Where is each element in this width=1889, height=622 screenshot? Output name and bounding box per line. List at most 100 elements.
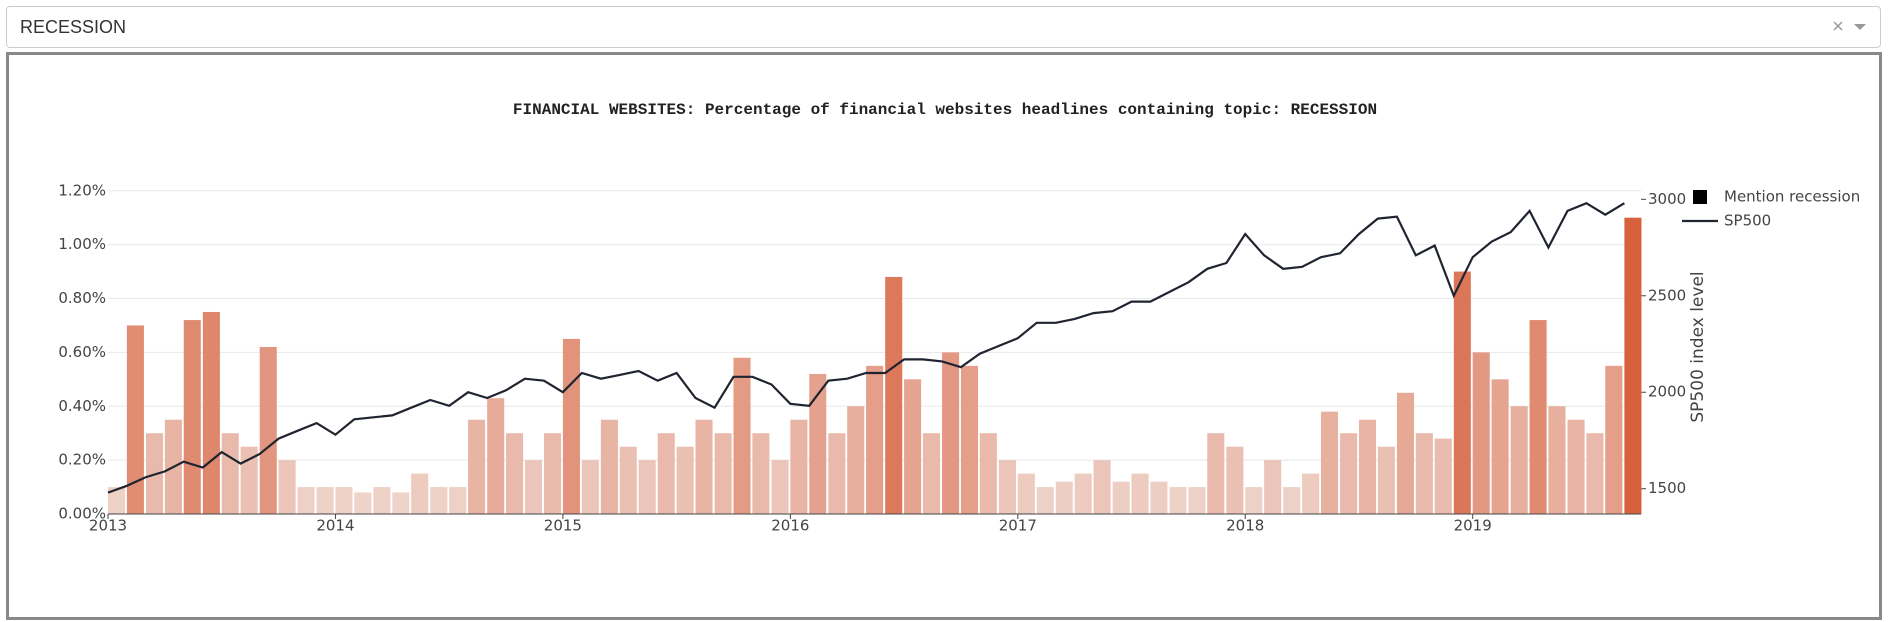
- bar: [524, 460, 542, 514]
- bar: [1491, 379, 1509, 514]
- bar: [373, 487, 391, 514]
- bar: [183, 320, 201, 514]
- bar: [1548, 406, 1566, 514]
- chart-title: FINANCIAL WEBSITES: Percentage of financ…: [513, 101, 1377, 119]
- bar: [562, 338, 580, 514]
- bar: [1188, 487, 1206, 514]
- bar: [695, 419, 713, 514]
- y-tick-label: 0.20%: [58, 451, 106, 469]
- bar: [544, 433, 562, 514]
- bar: [752, 433, 770, 514]
- legend-label: SP500: [1724, 212, 1771, 230]
- bar: [392, 492, 410, 514]
- bar: [1093, 460, 1111, 514]
- bar: [1302, 473, 1320, 514]
- bar: [1529, 320, 1547, 514]
- bar: [1150, 481, 1168, 514]
- bar: [1396, 392, 1415, 514]
- bar: [1340, 433, 1358, 514]
- bar: [1453, 271, 1471, 514]
- bar: [1036, 487, 1054, 514]
- bar: [828, 433, 846, 514]
- bar: [960, 365, 978, 514]
- y2-axis-title: SP500 index level: [1688, 271, 1708, 422]
- dropdown-icons[interactable]: [1832, 18, 1872, 38]
- bar: [1605, 365, 1623, 514]
- bar: [316, 487, 334, 514]
- bar: [998, 460, 1016, 514]
- legend-swatch: [1693, 190, 1707, 204]
- bar: [335, 487, 353, 514]
- bar: [202, 311, 220, 514]
- bar: [1207, 433, 1225, 514]
- bar: [487, 398, 505, 514]
- bar: [922, 433, 941, 514]
- bar: [733, 357, 751, 514]
- bar: [600, 419, 618, 514]
- y2-tick-label: 2500: [1648, 286, 1686, 304]
- bar: [411, 473, 429, 514]
- bar: [1169, 487, 1187, 514]
- bar: [581, 460, 599, 514]
- bar: [1055, 481, 1073, 514]
- bar: [278, 460, 296, 514]
- y-tick-label: 0.00%: [58, 505, 106, 523]
- bar: [126, 325, 144, 514]
- bar: [1624, 217, 1642, 515]
- y-tick-label: 1.00%: [58, 235, 106, 253]
- y-tick-label: 1.20%: [58, 181, 106, 199]
- bar: [885, 276, 903, 514]
- bar: [1017, 473, 1035, 514]
- bar: [1358, 419, 1377, 514]
- bar: [979, 433, 997, 514]
- bar: [354, 492, 372, 514]
- y2-tick-label: 3000: [1648, 190, 1686, 208]
- bar: [108, 487, 126, 514]
- bar: [1434, 438, 1452, 514]
- bar: [1320, 411, 1339, 514]
- bar: [1131, 473, 1149, 514]
- bar: [1283, 487, 1301, 514]
- x-tick-label: 2017: [999, 517, 1037, 535]
- bar: [1226, 446, 1244, 514]
- sp500-line: [107, 201, 1625, 494]
- y-tick-label: 0.60%: [58, 343, 106, 361]
- bar: [1415, 433, 1433, 514]
- chart-container: [6, 52, 1882, 620]
- bar: [259, 347, 277, 514]
- bar: [866, 365, 884, 514]
- y-tick-label: 0.80%: [58, 289, 106, 307]
- legend-label: Mention recession: [1724, 188, 1860, 206]
- bar: [847, 406, 865, 514]
- x-tick-label: 2018: [1226, 517, 1264, 535]
- bar: [240, 446, 258, 514]
- bar: [771, 460, 789, 514]
- bar: [1510, 406, 1528, 514]
- bar: [1472, 352, 1490, 514]
- bar: [638, 460, 656, 514]
- bar: [1074, 473, 1092, 514]
- bar: [619, 446, 637, 514]
- bar: [809, 373, 827, 514]
- bar: [1567, 419, 1585, 514]
- bar: [1377, 446, 1395, 514]
- bar: [790, 419, 808, 514]
- x-tick-label: 2016: [771, 517, 809, 535]
- bar: [1264, 460, 1282, 514]
- bar: [1112, 481, 1130, 514]
- bar: [449, 487, 467, 514]
- y2-tick-label: 1500: [1648, 479, 1686, 497]
- topic-dropdown[interactable]: RECESSION: [6, 6, 1881, 48]
- bar: [676, 446, 694, 514]
- x-tick-label: 2015: [544, 517, 582, 535]
- bar: [297, 487, 315, 514]
- bar: [1245, 487, 1263, 514]
- bar: [714, 433, 732, 514]
- bar: [904, 379, 922, 514]
- bar: [506, 433, 524, 514]
- y2-tick-label: 2000: [1648, 383, 1686, 401]
- x-tick-label: 2019: [1454, 517, 1492, 535]
- bar: [1586, 433, 1604, 514]
